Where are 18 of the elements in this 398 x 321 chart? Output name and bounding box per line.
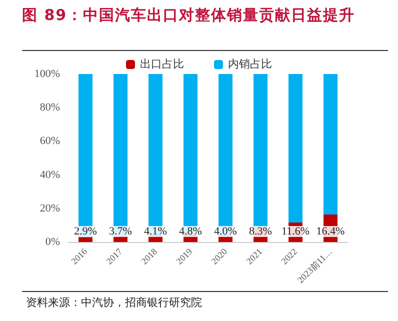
legend-label: 内销占比 <box>228 58 272 70</box>
legend-label: 出口占比 <box>140 58 184 70</box>
y-tick-label: 40% <box>40 168 60 181</box>
data-label: 11.6% <box>281 226 310 238</box>
data-label: 4.1% <box>144 226 167 238</box>
text: 资料来源：中汽协，招商银行研究院 <box>26 295 202 310</box>
data-label: 4.0% <box>214 226 237 238</box>
chart-title: 图 89：中国汽车出口对整体销量贡献日益提升 <box>22 5 356 26</box>
data-label: 4.8% <box>179 226 202 238</box>
data-label: 8.3% <box>249 226 272 238</box>
data-label: 2.9% <box>74 226 97 238</box>
y-tick-label: 60% <box>40 135 60 148</box>
y-tick-label: 0% <box>45 236 60 248</box>
data-label: 16.4% <box>316 226 345 238</box>
y-tick-label: 80% <box>40 102 60 114</box>
y-tick-label: 100% <box>34 68 60 80</box>
data-label: 3.7% <box>109 226 132 238</box>
y-tick-label: 20% <box>40 202 60 214</box>
